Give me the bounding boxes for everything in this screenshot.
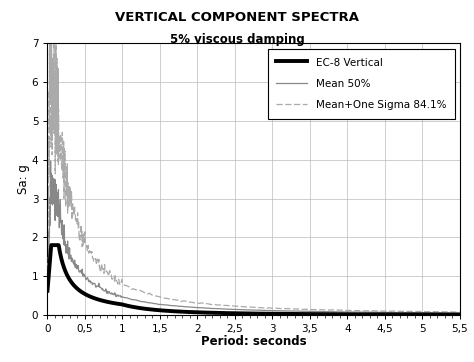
- Y-axis label: Sa: g: Sa: g: [18, 164, 30, 194]
- Legend: EC-8 Vertical, Mean 50%, Mean+One Sigma 84.1%: EC-8 Vertical, Mean 50%, Mean+One Sigma …: [268, 49, 455, 119]
- Text: VERTICAL COMPONENT SPECTRA: VERTICAL COMPONENT SPECTRA: [115, 11, 359, 24]
- Mean 50%: [48, 159, 54, 163]
- EC-8 Vertical: [65, 274, 71, 278]
- Mean 50%: [457, 311, 463, 315]
- Mean 50%: [439, 311, 445, 315]
- EC-8 Vertical: [210, 311, 216, 315]
- Mean 50%: [65, 239, 71, 243]
- EC-8 Vertical: [326, 312, 331, 316]
- EC-8 Vertical: [68, 279, 74, 284]
- Mean+One Sigma 84.1%: [68, 204, 74, 209]
- EC-8 Vertical: [45, 289, 50, 293]
- Mean+One Sigma 84.1%: [210, 302, 216, 307]
- Line: Mean 50%: Mean 50%: [47, 161, 460, 313]
- EC-8 Vertical: [47, 256, 53, 260]
- Mean+One Sigma 84.1%: [326, 308, 331, 312]
- Mean 50%: [45, 286, 50, 290]
- EC-8 Vertical: [457, 312, 463, 317]
- Mean 50%: [68, 253, 74, 257]
- Mean+One Sigma 84.1%: [457, 310, 463, 314]
- Mean+One Sigma 84.1%: [47, 25, 53, 29]
- Mean 50%: [47, 212, 53, 217]
- EC-8 Vertical: [439, 312, 445, 317]
- EC-8 Vertical: [48, 243, 54, 247]
- Mean+One Sigma 84.1%: [45, 285, 50, 289]
- Line: Mean+One Sigma 84.1%: Mean+One Sigma 84.1%: [47, 0, 460, 312]
- Mean 50%: [210, 306, 216, 311]
- Mean+One Sigma 84.1%: [439, 310, 445, 314]
- Text: 5% viscous damping: 5% viscous damping: [170, 33, 304, 46]
- X-axis label: Period: seconds: Period: seconds: [201, 335, 306, 348]
- Mean 50%: [326, 310, 331, 314]
- Mean+One Sigma 84.1%: [65, 211, 71, 215]
- Line: EC-8 Vertical: EC-8 Vertical: [47, 245, 460, 315]
- Mean+One Sigma 84.1%: [452, 310, 458, 314]
